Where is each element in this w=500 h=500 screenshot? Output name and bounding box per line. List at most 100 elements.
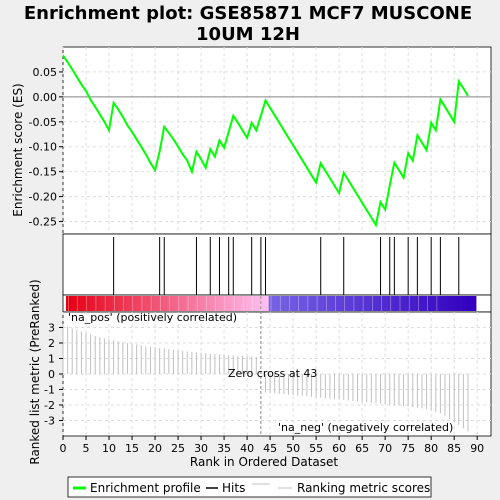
- x-tick-label: 15: [125, 442, 139, 455]
- heatmap-cell: [337, 296, 343, 311]
- heatmap-cell: [190, 296, 196, 311]
- heatmap-cell: [199, 296, 205, 311]
- x-tick-label: 50: [286, 442, 300, 455]
- heatmap-cell: [383, 296, 389, 311]
- heatmap-cell: [89, 296, 95, 311]
- x-tick-label: 70: [378, 442, 392, 455]
- x-axis-label: Rank in Ordered Dataset: [190, 455, 338, 469]
- es-y-tick-label: -0.05: [29, 116, 57, 129]
- heatmap-cell: [462, 296, 468, 311]
- x-tick-label: 90: [470, 442, 484, 455]
- metric-x-ticks: 0 5 10 15 20 25 30 35 40 45 50 55 60 65 70 75 80 85 90: [60, 436, 484, 455]
- heatmap-cell: [208, 296, 214, 311]
- es-y-ticks: 0.05 0.00 -0.05 -0.10 -0.15 -0.20 -0.25: [29, 66, 63, 229]
- heatmap-cell: [393, 296, 399, 311]
- hits-area: [62, 233, 492, 296]
- chart-title-line-1: Enrichment plot: GSE85871 MCF7 MUSCONE: [24, 3, 472, 24]
- es-gridlines: [62, 47, 491, 234]
- heatmap-cell: [282, 296, 288, 311]
- legend-ranking-label: Ranking metric scores: [297, 481, 430, 495]
- heatmap-cell: [402, 296, 408, 311]
- zero-cross-label: Zero cross at 43: [228, 367, 317, 380]
- na-neg-label: 'na_neg' (negatively correlated): [278, 421, 453, 434]
- x-tick-label: 0: [60, 442, 67, 455]
- x-tick-label: 10: [102, 442, 116, 455]
- heatmap-cell: [264, 296, 270, 311]
- heatmap-cell: [181, 296, 187, 311]
- heatmap-cell: [411, 296, 417, 311]
- heatmap-cell: [328, 296, 334, 311]
- es-y-tick-label: -0.20: [29, 191, 57, 204]
- x-tick-label: 5: [83, 442, 90, 455]
- heatmap-cell: [466, 296, 472, 311]
- heatmap-cell: [300, 296, 306, 311]
- heatmap-cell: [79, 296, 85, 311]
- metric-bars: [62, 324, 469, 432]
- heatmap-cell: [171, 296, 177, 311]
- heatmap-cell: [245, 296, 251, 311]
- metric-y-tick-label: 0: [48, 368, 55, 381]
- heatmap-cell: [365, 296, 371, 311]
- heatmap-cell: [420, 296, 426, 311]
- heatmap-cell: [254, 296, 260, 311]
- heatmap-cell: [125, 296, 131, 311]
- x-tick-label: 55: [309, 442, 323, 455]
- x-tick-label: 30: [194, 442, 208, 455]
- heatmap-cell: [273, 296, 279, 311]
- legend-hits-label: Hits: [222, 481, 245, 495]
- na-pos-label: 'na_pos' (positively correlated): [68, 311, 237, 324]
- metric-y-tick-label: 1: [48, 353, 55, 366]
- heatmap-cell: [162, 296, 168, 311]
- es-y-axis-label: Enrichment score (ES): [11, 83, 25, 216]
- heatmap-cell: [218, 296, 224, 311]
- x-tick-label: 80: [424, 442, 438, 455]
- x-tick-label: 60: [332, 442, 346, 455]
- metric-y-tick-label: 3: [48, 322, 55, 335]
- heatmap-cell: [98, 296, 104, 311]
- heatmap-cell: [70, 296, 76, 311]
- heatmap-cell: [310, 296, 316, 311]
- x-tick-label: 35: [217, 442, 231, 455]
- heatmap-cell: [319, 296, 325, 311]
- heatmap-cell: [291, 296, 297, 311]
- heatmap-cell: [439, 296, 445, 311]
- legend-enrichment-label: Enrichment profile: [90, 481, 201, 495]
- x-tick-label: 40: [240, 442, 254, 455]
- heatmap-cell: [227, 296, 233, 311]
- heatmap-strip: [66, 296, 477, 311]
- heatmap-cell: [236, 296, 242, 311]
- metric-y-tick-label: -2: [44, 399, 55, 412]
- heatmap-cell: [356, 296, 362, 311]
- heatmap-cell: [153, 296, 159, 311]
- metric-y-axis-label: Ranked list metric (PreRanked): [28, 279, 42, 464]
- x-tick-label: 85: [447, 442, 461, 455]
- metric-y-tick-label: 2: [48, 337, 55, 350]
- x-tick-label: 45: [263, 442, 277, 455]
- es-y-tick-label: -0.10: [29, 141, 57, 154]
- heatmap-cell: [448, 296, 454, 311]
- x-tick-label: 20: [148, 442, 162, 455]
- hits-group: [113, 237, 460, 295]
- heatmap-cell: [457, 296, 463, 311]
- heatmap-cell: [471, 296, 477, 311]
- heatmap-cell: [429, 296, 435, 311]
- legend-box: [67, 476, 432, 498]
- es-plot-area: [62, 46, 492, 235]
- chart-title-line-2: 10UM 12H: [196, 24, 300, 45]
- x-tick-label: 25: [171, 442, 185, 455]
- metric-y-tick-label: -3: [44, 415, 55, 428]
- enrichment-profile-line: [62, 54, 469, 228]
- metric-y-ticks: 3 2 1 0 -1 -2 -3: [44, 322, 63, 428]
- metric-y-tick-label: -1: [44, 384, 55, 397]
- heatmap-cell: [107, 296, 113, 311]
- heatmap-cell: [135, 296, 141, 311]
- es-y-tick-label: 0.00: [33, 91, 58, 104]
- es-y-tick-label: 0.05: [33, 66, 58, 79]
- heatmap-cell: [116, 296, 122, 311]
- heatmap-cell: [452, 296, 458, 311]
- x-tick-label: 65: [355, 442, 369, 455]
- heatmap-cell: [347, 296, 353, 311]
- x-tick-label: 75: [401, 442, 415, 455]
- es-y-tick-label: -0.25: [29, 216, 57, 229]
